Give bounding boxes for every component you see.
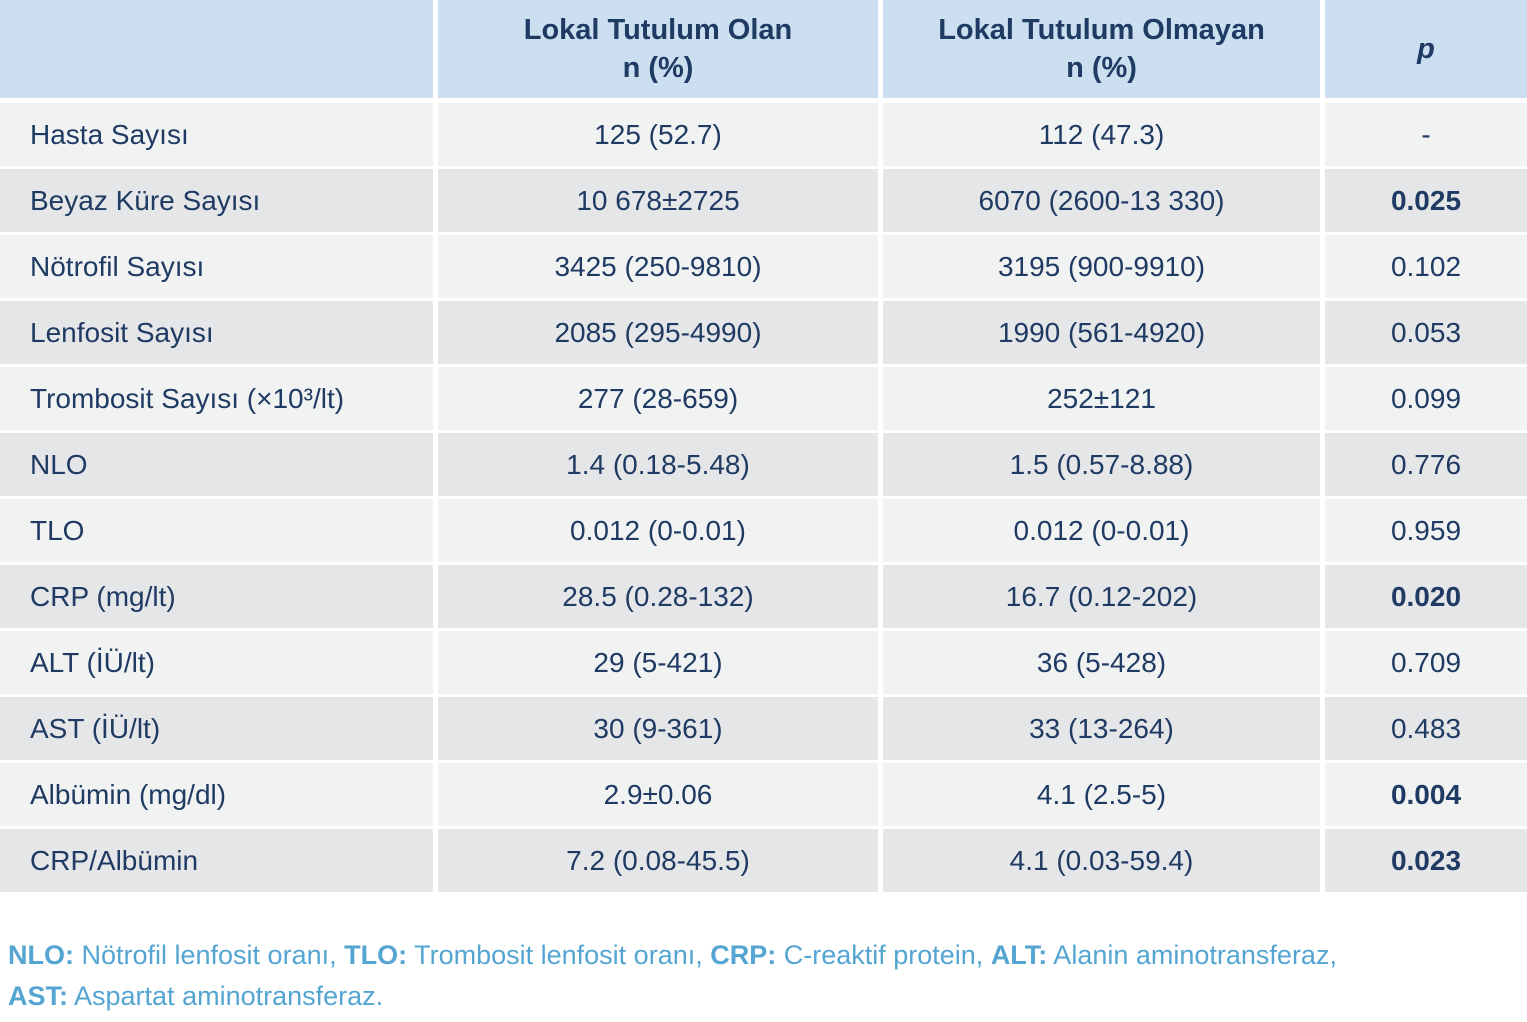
p-value-cell: 0.709 (1325, 631, 1527, 694)
olan-value-cell: 277 (28-659) (438, 367, 878, 430)
row-label-cell: AST (İÜ/lt) (0, 697, 433, 760)
olmayan-value-cell: 6070 (2600-13 330) (883, 169, 1320, 232)
olmayan-value-cell: 1.5 (0.57-8.88) (883, 433, 1320, 496)
row-label-cell: Beyaz Küre Sayısı (0, 169, 433, 232)
table-row: NLO 1.4 (0.18-5.48) 1.5 (0.57-8.88) 0.77… (0, 433, 1527, 496)
row-label-cell: Lenfosit Sayısı (0, 301, 433, 364)
olan-value-cell: 1.4 (0.18-5.48) (438, 433, 878, 496)
header-olmayan-line1: Lokal Tutulum Olmayan (938, 13, 1265, 46)
p-value-cell: 0.004 (1325, 763, 1527, 826)
header-olan-line2: n (%) (622, 52, 694, 84)
p-value-cell: - (1325, 103, 1527, 166)
olan-value-cell: 3425 (250-9810) (438, 235, 878, 298)
olan-value-cell: 2085 (295-4990) (438, 301, 878, 364)
olan-value-cell: 7.2 (0.08-45.5) (438, 829, 878, 892)
table-row: Nötrofil Sayısı 3425 (250-9810) 3195 (90… (0, 235, 1527, 298)
row-label-cell: Trombosit Sayısı (×10³/lt) (0, 367, 433, 430)
table-row: Beyaz Küre Sayısı 10 678±2725 6070 (2600… (0, 169, 1527, 232)
olan-value-cell: 0.012 (0-0.01) (438, 499, 878, 562)
olmayan-value-cell: 0.012 (0-0.01) (883, 499, 1320, 562)
p-value-cell: 0.025 (1325, 169, 1527, 232)
olmayan-value-cell: 33 (13-264) (883, 697, 1320, 760)
table-header-row: Lokal Tutulum Olan n (%) Lokal Tutulum O… (0, 0, 1527, 98)
olmayan-value-cell: 4.1 (0.03-59.4) (883, 829, 1320, 892)
abbreviations-footnote: NLO: Nötrofil lenfosit oranı, TLO: Tromb… (0, 935, 1527, 1016)
olmayan-value-cell: 112 (47.3) (883, 103, 1320, 166)
p-value-cell: 0.776 (1325, 433, 1527, 496)
p-value-cell: 0.020 (1325, 565, 1527, 628)
table-body: Hasta Sayısı 125 (52.7) 112 (47.3) - Bey… (0, 103, 1527, 895)
p-value-cell: 0.102 (1325, 235, 1527, 298)
olmayan-value-cell: 16.7 (0.12-202) (883, 565, 1320, 628)
p-value-cell: 0.099 (1325, 367, 1527, 430)
header-olmayan-line2: n (%) (1066, 52, 1137, 84)
p-value-cell: 0.483 (1325, 697, 1527, 760)
abbreviation: NLO: (8, 940, 74, 970)
header-olan-line1: Lokal Tutulum Olan (523, 13, 793, 46)
table-row: Trombosit Sayısı (×10³/lt) 277 (28-659) … (0, 367, 1527, 430)
abbreviation: TLO: (344, 940, 408, 970)
row-label-cell: CRP (mg/lt) (0, 565, 433, 628)
olan-value-cell: 30 (9-361) (438, 697, 878, 760)
olan-value-cell: 29 (5-421) (438, 631, 878, 694)
olmayan-value-cell: 36 (5-428) (883, 631, 1320, 694)
row-label-cell: Albümin (mg/dl) (0, 763, 433, 826)
olan-value-cell: 28.5 (0.28-132) (438, 565, 878, 628)
p-value-cell: 0.959 (1325, 499, 1527, 562)
p-value-cell: 0.053 (1325, 301, 1527, 364)
table-row: Albümin (mg/dl) 2.9±0.06 4.1 (2.5-5) 0.0… (0, 763, 1527, 826)
table-row: Lenfosit Sayısı 2085 (295-4990) 1990 (56… (0, 301, 1527, 364)
olan-value-cell: 2.9±0.06 (438, 763, 878, 826)
table-row: AST (İÜ/lt) 30 (9-361) 33 (13-264) 0.483 (0, 697, 1527, 760)
header-p-value: p (1325, 0, 1527, 98)
header-blank-cell (0, 0, 433, 98)
table-row: Hasta Sayısı 125 (52.7) 112 (47.3) - (0, 103, 1527, 166)
table-row: CRP/Albümin 7.2 (0.08-45.5) 4.1 (0.03-59… (0, 829, 1527, 892)
olmayan-value-cell: 3195 (900-9910) (883, 235, 1320, 298)
olan-value-cell: 125 (52.7) (438, 103, 878, 166)
table-row: TLO 0.012 (0-0.01) 0.012 (0-0.01) 0.959 (0, 499, 1527, 562)
abbreviation: AST: (8, 980, 68, 1011)
olmayan-value-cell: 252±121 (883, 367, 1320, 430)
lab-comparison-table: Lokal Tutulum Olan n (%) Lokal Tutulum O… (0, 0, 1527, 895)
row-label-cell: ALT (İÜ/lt) (0, 631, 433, 694)
table-row: CRP (mg/lt) 28.5 (0.28-132) 16.7 (0.12-2… (0, 565, 1527, 628)
olan-value-cell: 10 678±2725 (438, 169, 878, 232)
header-lokal-tutulum-olmayan: Lokal Tutulum Olmayan n (%) (883, 0, 1320, 98)
abbreviation: CRP: (710, 940, 777, 970)
row-label-cell: CRP/Albümin (0, 829, 433, 892)
row-label-cell: TLO (0, 499, 433, 562)
row-label-cell: NLO (0, 433, 433, 496)
footnote-line: NLO: Nötrofil lenfosit oranı, TLO: Tromb… (8, 940, 1337, 970)
olmayan-value-cell: 1990 (561-4920) (883, 301, 1320, 364)
abbreviation: ALT: (990, 940, 1048, 970)
header-lokal-tutulum-olan: Lokal Tutulum Olan n (%) (438, 0, 878, 98)
table-row: ALT (İÜ/lt) 29 (5-421) 36 (5-428) 0.709 (0, 631, 1527, 694)
row-label-cell: Hasta Sayısı (0, 103, 433, 166)
footnote-line: AST: Aspartat aminotransferaz. (8, 980, 384, 1011)
olmayan-value-cell: 4.1 (2.5-5) (883, 763, 1320, 826)
p-value-cell: 0.023 (1325, 829, 1527, 892)
row-label-cell: Nötrofil Sayısı (0, 235, 433, 298)
